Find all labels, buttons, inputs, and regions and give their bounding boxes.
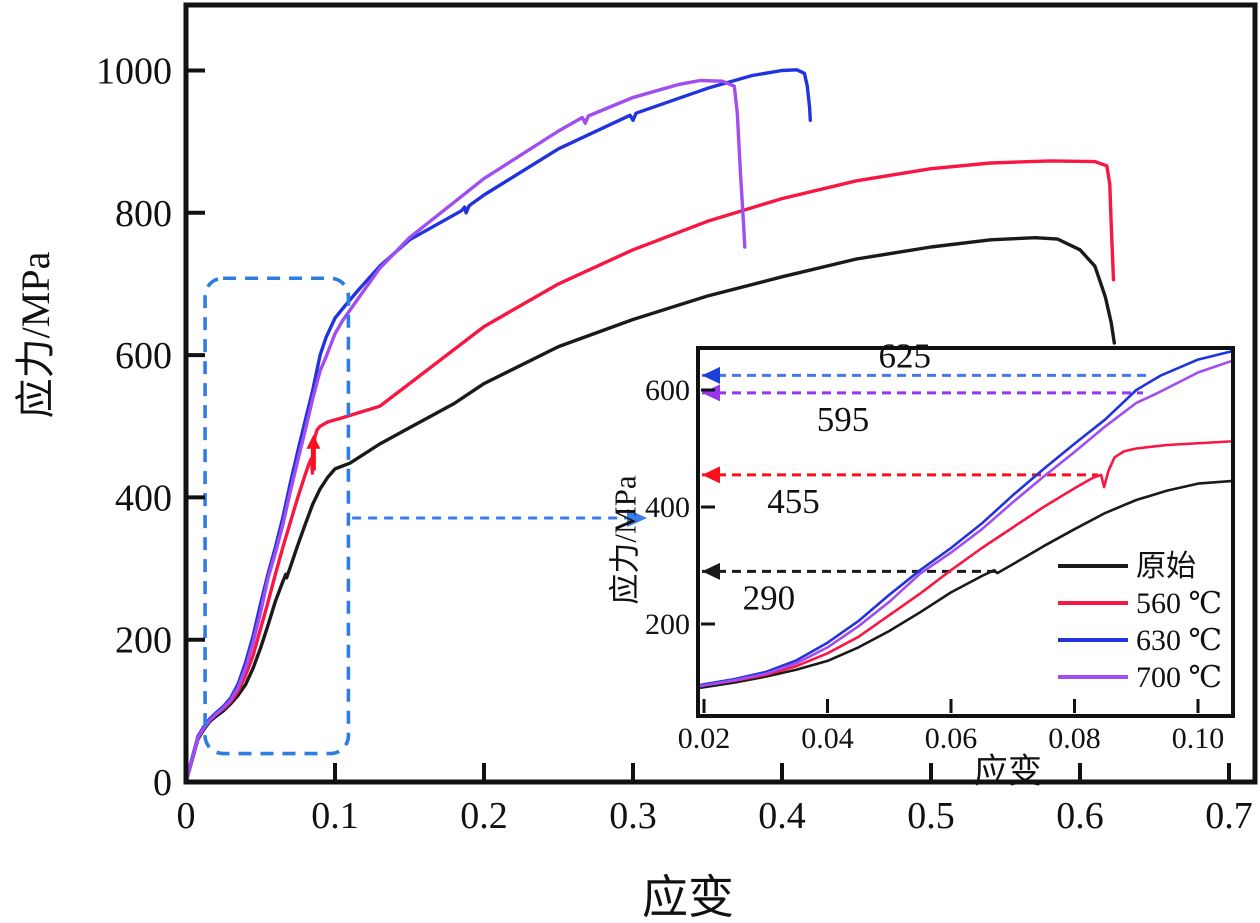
yield-pointer-arrow-icon xyxy=(306,434,321,471)
zoom-leader-arrow-icon xyxy=(627,509,648,528)
yield-arrow-icon-595 xyxy=(702,384,720,402)
main-y-tick-label: 800 xyxy=(115,193,172,235)
main-y-tick-label: 400 xyxy=(115,477,172,519)
legend-label-560c: 560 ℃ xyxy=(1136,587,1222,620)
inset-x-tick-label: 0.06 xyxy=(925,722,978,755)
yield-arrow-icon-290 xyxy=(702,562,720,580)
legend-item-original: 原始 xyxy=(1058,550,1196,583)
main-x-tick-label: 0.4 xyxy=(758,795,806,837)
inset-x-tick-label: 0.10 xyxy=(1172,722,1225,755)
yield-arrow-icon-455 xyxy=(702,466,720,484)
legend-label-700c: 700 ℃ xyxy=(1136,661,1222,694)
inset-x-tick-label: 0.02 xyxy=(678,722,731,755)
main-x-tick-label: 0.7 xyxy=(1205,795,1253,837)
legend-item-700c: 700 ℃ xyxy=(1058,661,1222,694)
main-plot-border xyxy=(183,2,1258,785)
main-y-tick-label: 0 xyxy=(153,762,172,804)
inset-y-axis-label: 应力/MPa xyxy=(607,475,643,605)
inset-plot-border xyxy=(696,346,1235,718)
main-y-axis-label: 应力/MPa xyxy=(13,251,58,419)
main-axis-ticks: 0 0.1 0.2 0.3 0.4 0.5 0.6 0.7 0 200 400 600 800 1000 xyxy=(96,51,1253,838)
inset-x-tick-label: 0.08 xyxy=(1048,722,1101,755)
main-curve-700c xyxy=(188,78,747,780)
main-plot-area: 0 0.1 0.2 0.3 0.4 0.5 0.6 0.7 0 200 400 600 800 1000 xyxy=(96,2,1258,838)
legend-item-560c: 560 ℃ xyxy=(1058,587,1222,620)
inset-y-tick-label: 200 xyxy=(645,608,690,641)
legend-item-630c: 630 ℃ xyxy=(1058,624,1222,657)
inset-curve-630c xyxy=(700,350,1231,687)
main-y-tick-label: 200 xyxy=(115,620,172,662)
inset-x-axis-label: 应变 xyxy=(974,753,1042,791)
inset-curve-700c xyxy=(700,359,1231,688)
main-y-tick-label: 1000 xyxy=(96,51,172,93)
main-x-tick-label: 0.6 xyxy=(1056,795,1104,837)
inset-curves xyxy=(700,350,1231,690)
main-x-tick-label: 0.2 xyxy=(460,795,508,837)
yield-value-label-595: 595 xyxy=(817,400,870,439)
main-y-tick-label: 600 xyxy=(115,335,172,377)
inset-axis-ticks: 0.02 0.04 0.06 0.08 0.10 200 400 600 xyxy=(645,374,1224,755)
main-x-tick-label: 0.5 xyxy=(907,795,955,837)
main-x-axis-label: 应变 xyxy=(642,872,734,923)
yield-value-label-455: 455 xyxy=(767,482,820,521)
inset-x-tick-label: 0.04 xyxy=(801,722,854,755)
legend-label-630c: 630 ℃ xyxy=(1136,624,1222,657)
main-x-tick-label: 0.1 xyxy=(311,795,359,837)
yield-value-label-290: 290 xyxy=(743,578,796,617)
legend-label-original: 原始 xyxy=(1136,550,1196,583)
inset-curve-original xyxy=(700,479,1231,690)
inset-y-tick-label: 400 xyxy=(645,491,690,524)
yield-arrow-icon-625 xyxy=(702,366,720,384)
main-x-tick-label: 0 xyxy=(177,795,196,837)
inset-y-tick-label: 600 xyxy=(645,374,690,407)
zoom-region-box xyxy=(203,276,351,756)
legend: 原始 560 ℃ 630 ℃ 700 ℃ xyxy=(1058,550,1222,694)
main-curves xyxy=(188,68,1116,780)
main-x-tick-label: 0.3 xyxy=(609,795,657,837)
yield-value-label-625: 625 xyxy=(878,336,931,375)
